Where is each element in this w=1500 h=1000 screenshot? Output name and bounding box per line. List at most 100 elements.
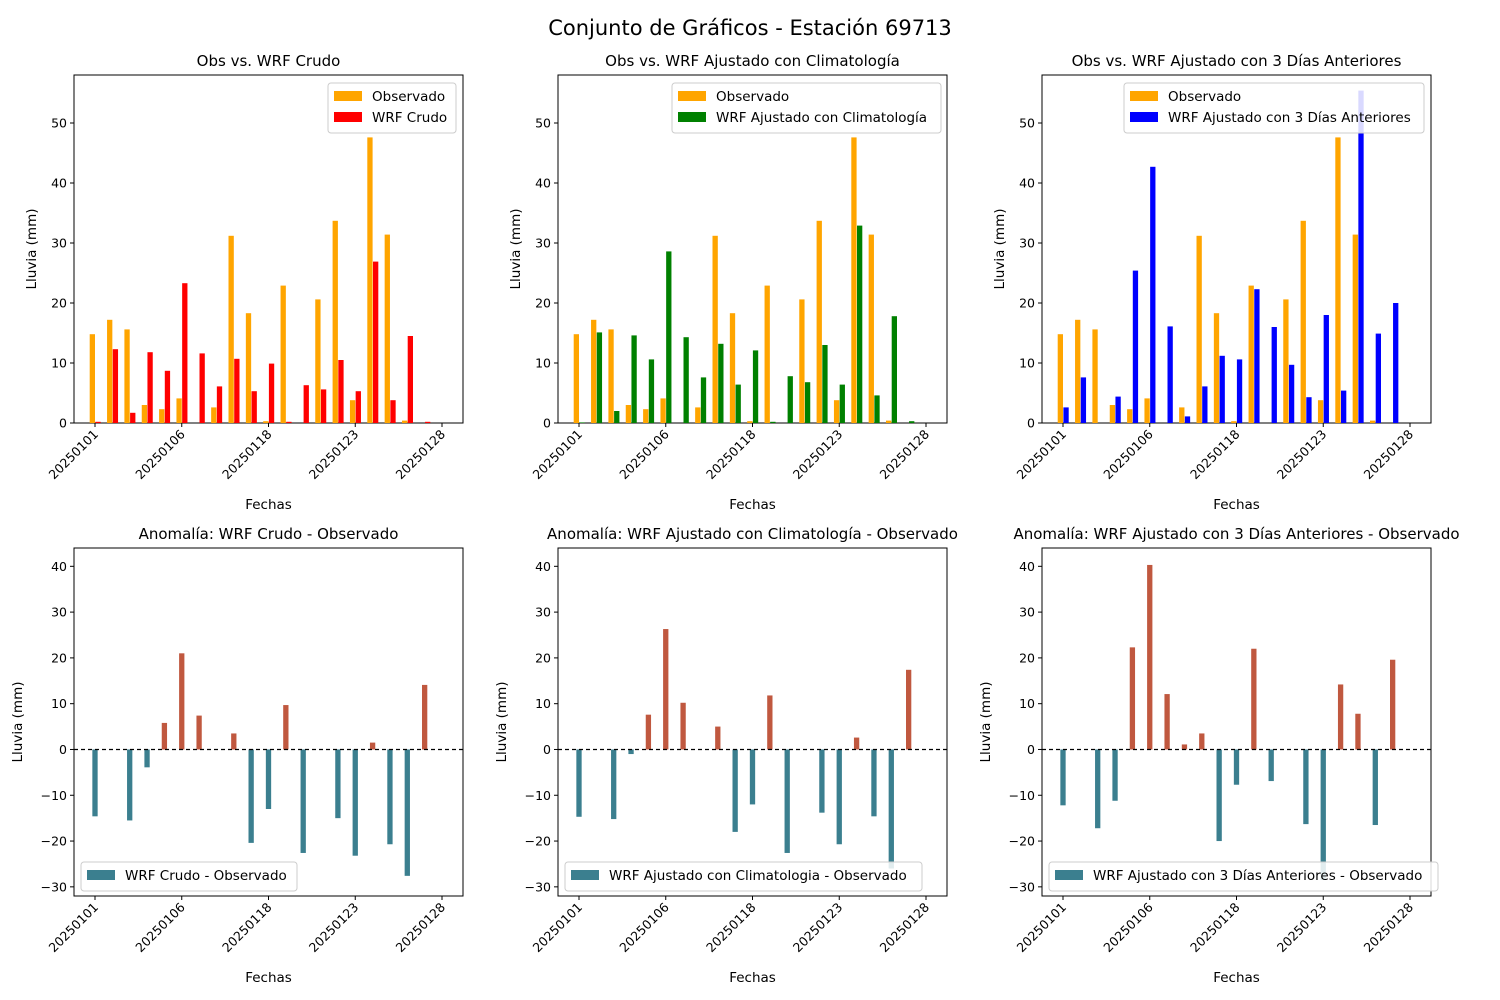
bar-prev3 [1132, 270, 1139, 423]
bar-observed [729, 313, 736, 423]
y-tick-label: 30 [535, 236, 551, 251]
y-tick-label: 10 [51, 356, 67, 371]
bar-prev3 [1150, 166, 1156, 424]
y-tick-label: 20 [51, 650, 67, 665]
y-tick-label: 0 [543, 416, 551, 431]
y-tick-label: −10 [525, 788, 551, 803]
bar-clim [579, 422, 585, 423]
anomaly-bar [576, 749, 582, 817]
bar-observed [1196, 235, 1202, 423]
bar-observed [1057, 334, 1063, 423]
anomaly-bar [645, 714, 652, 750]
subplot-5: Anomalía: WRF Ajustado con Climatología … [494, 525, 958, 986]
x-tick-label: 20250106 [616, 426, 672, 482]
x-tick-label: 20250118 [1187, 426, 1243, 482]
legend-label: WRF Ajustado con 3 Días Anteriores [1168, 110, 1411, 126]
anomaly-bar [283, 705, 289, 750]
anomaly-bar [161, 722, 168, 750]
legend-swatch [87, 870, 115, 880]
anomaly-bar [1372, 749, 1378, 826]
bar-observed [695, 407, 701, 423]
anomaly-bar [1216, 749, 1222, 842]
x-axis-label: Fechas [1213, 497, 1260, 513]
bar-clim [648, 359, 655, 423]
bar-raw [373, 261, 379, 423]
bar-raw [251, 391, 257, 423]
y-tick-label: 20 [51, 296, 67, 311]
subplot-title: Anomalía: WRF Ajustado con 3 Días Anteri… [1013, 525, 1459, 543]
y-axis-label: Lluvia (mm) [10, 682, 26, 763]
y-tick-label: −20 [525, 834, 551, 849]
legend-box [564, 861, 923, 892]
anomaly-bar [784, 749, 790, 853]
legend: WRF Ajustado con 3 Días Anteriores - Obs… [1048, 861, 1439, 892]
subplot-2: Obs vs. WRF Ajustado con Climatología 0 10… [508, 52, 948, 513]
bar-prev3 [1323, 315, 1329, 423]
legend: Observado WRF Ajustado con Climatología [671, 82, 942, 134]
legend-box [671, 82, 942, 134]
bar-clim [891, 316, 897, 423]
bar-raw [147, 352, 153, 423]
bar-prev3 [1393, 303, 1399, 423]
bar-clim [752, 350, 759, 423]
x-tick-label: 20250128 [1361, 899, 1417, 955]
bar-clim [822, 345, 828, 423]
anomaly-bar [906, 669, 912, 750]
bar-raw [425, 421, 431, 423]
bar-raw [390, 400, 396, 423]
x-tick-label: 20250128 [1361, 426, 1417, 482]
bar-prev3 [1115, 396, 1121, 423]
bar-observed [1370, 420, 1376, 423]
bar-clim [735, 384, 741, 423]
legend-label: Observado [1168, 89, 1241, 105]
bar-raw [182, 283, 188, 423]
bar-prev3 [1202, 386, 1208, 423]
bar-observed [660, 398, 666, 423]
anomaly-bar [871, 749, 877, 817]
bar-clim [874, 395, 880, 423]
anomaly-bar [732, 749, 738, 832]
bar-observed [816, 220, 822, 423]
anomaly-bar [628, 749, 634, 755]
anomaly-bar [231, 733, 237, 750]
bar-prev3 [1271, 327, 1277, 423]
bar-clim [909, 421, 915, 423]
bar-observed [608, 329, 614, 423]
y-tick-label: −20 [1009, 834, 1035, 849]
x-tick-label: 20250101 [46, 900, 102, 956]
y-tick-label: 40 [1019, 176, 1035, 191]
anomaly-bar [144, 749, 150, 768]
x-tick-label: 20250128 [393, 899, 449, 955]
x-tick-label: 20250118 [703, 899, 759, 955]
bar-raw [234, 358, 240, 423]
anomaly-bar [387, 749, 393, 845]
bar-observed [141, 405, 148, 423]
bar-observed [124, 329, 130, 423]
y-tick-label: 10 [535, 696, 551, 711]
legend: Observado WRF Crudo [327, 82, 457, 134]
bar-observed [591, 319, 597, 423]
y-tick-label: 50 [51, 116, 67, 131]
legend-box [1123, 82, 1425, 134]
bar-observed [245, 313, 252, 423]
y-tick-label: 20 [535, 650, 551, 665]
y-tick-label: 0 [59, 416, 67, 431]
bar-observed [367, 137, 373, 423]
anomaly-bar [888, 749, 894, 869]
bar-prev3 [1254, 289, 1260, 423]
anomaly-bar [404, 749, 410, 876]
legend: WRF Ajustado con Climatologia - Observad… [564, 861, 923, 892]
bar-observed [712, 235, 718, 423]
bar-observed [107, 319, 113, 423]
y-axis-label: Lluvia (mm) [24, 209, 40, 290]
x-tick-label: 20250106 [616, 899, 672, 955]
bar-observed [799, 299, 805, 423]
x-tick-label: 20250118 [219, 899, 275, 955]
anomaly-bar [1164, 694, 1170, 750]
bar-observed [868, 234, 874, 423]
legend-box [80, 861, 298, 892]
bar-observed [1144, 398, 1150, 423]
anomaly-bar [836, 749, 842, 845]
bar-observed [1335, 137, 1341, 423]
anomaly-bar [1268, 749, 1274, 782]
